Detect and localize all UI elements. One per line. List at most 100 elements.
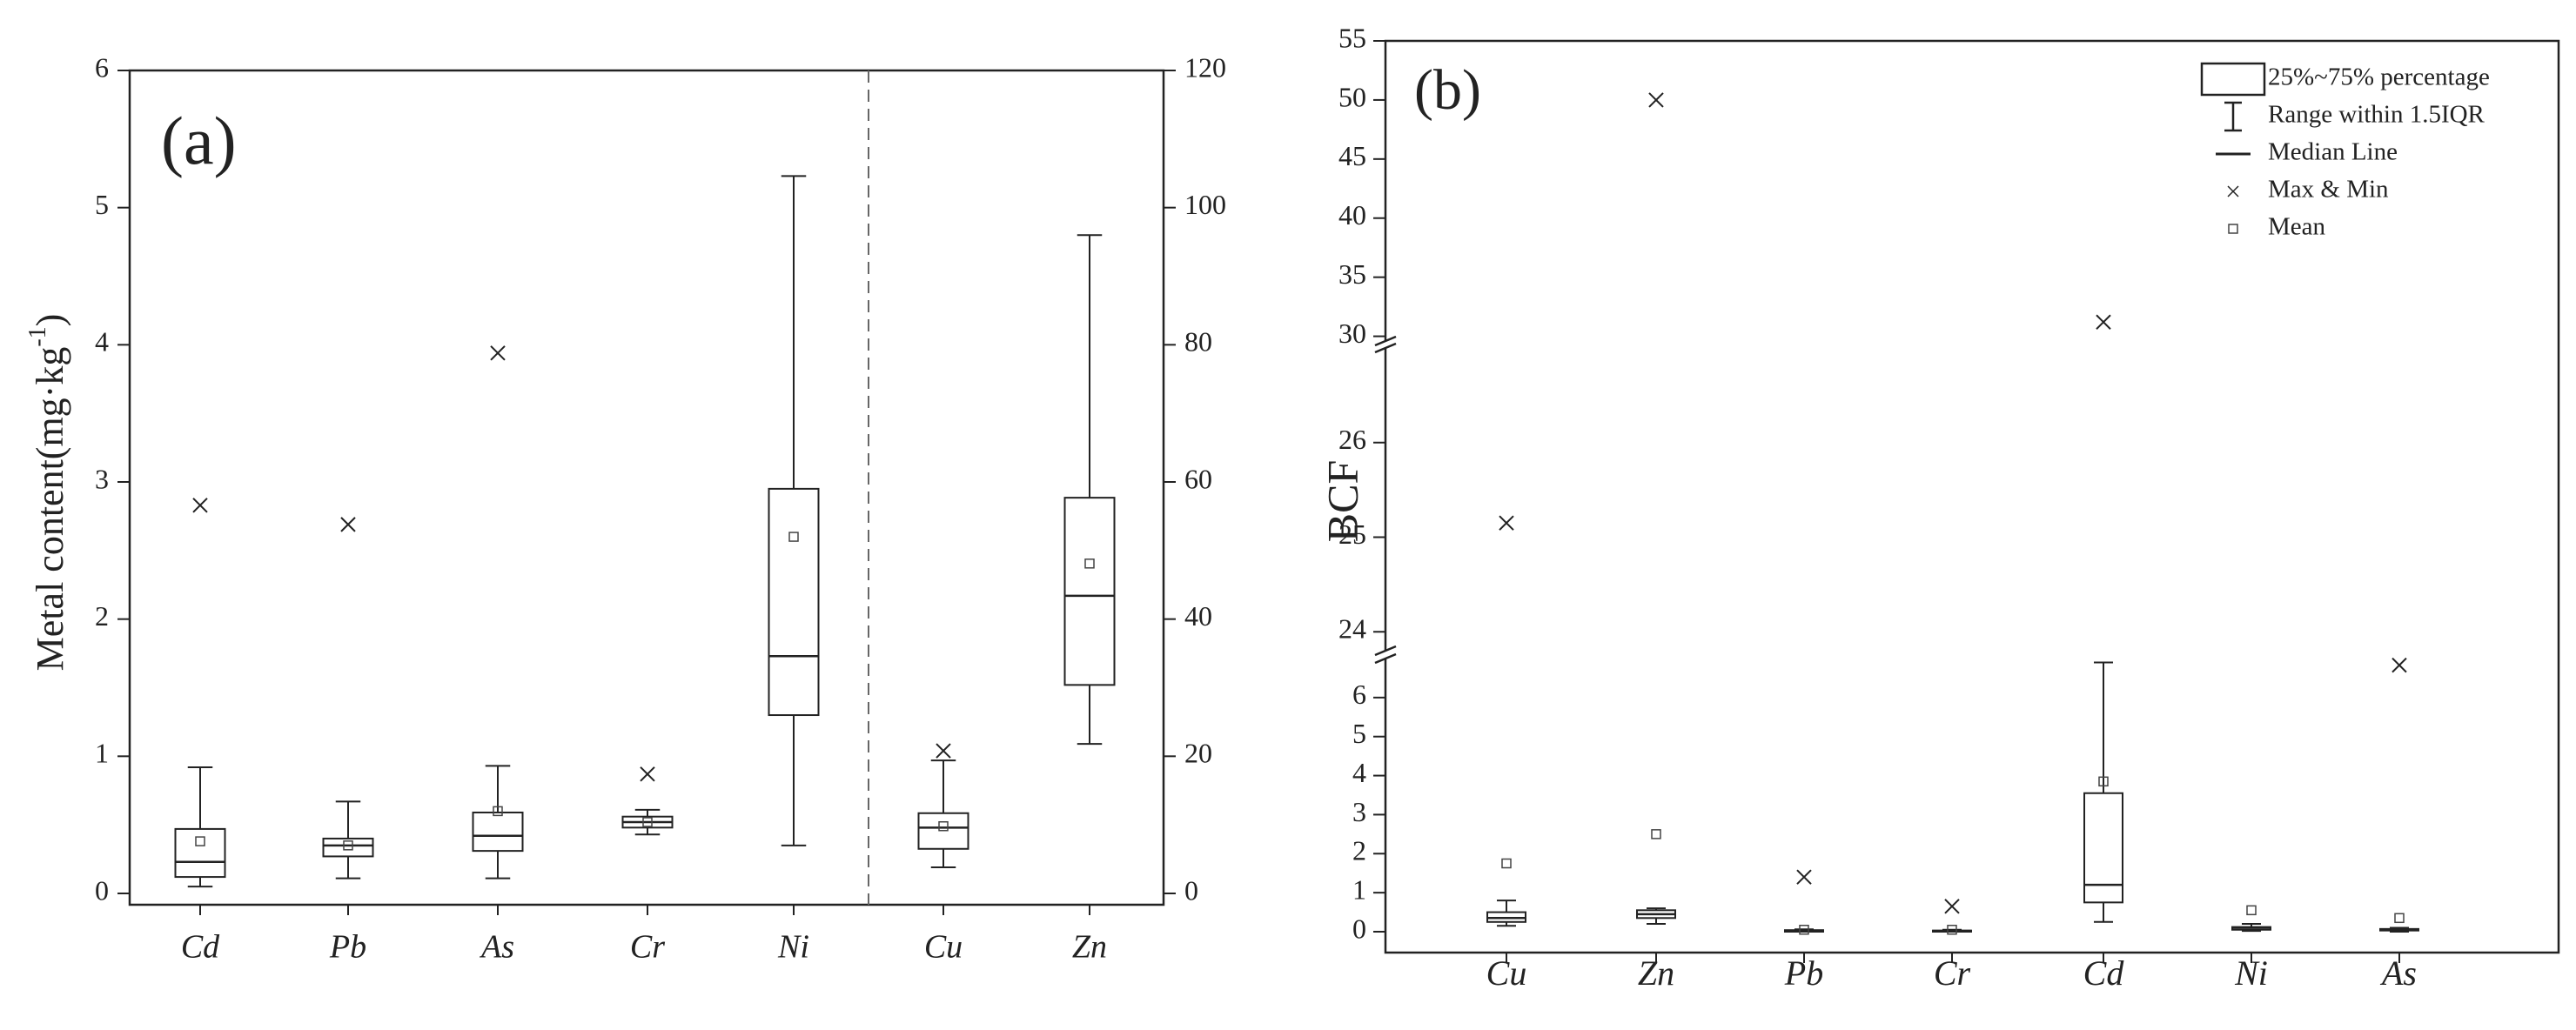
legend-symbol [2228,224,2238,234]
max-min-marker [1499,515,1514,531]
x-tick-label: Pb [1784,953,1823,993]
box [2083,792,2123,904]
y-tick-label: 2 [1352,835,1366,866]
mean-marker [938,820,949,832]
mean-marker [2246,905,2257,916]
plot-frame [128,69,1165,906]
axis-break-gap [1375,341,1396,348]
y-tick-label: 30 [1338,318,1366,349]
panel-label: (a) [161,103,237,178]
marker-stroke [1944,899,1960,914]
y2-tick-label: 60 [1184,463,1212,494]
axis-break [1374,652,1397,665]
x-tick-label: As [479,929,514,966]
x-tick-label: Pb [329,929,366,966]
mean-marker [2098,776,2109,787]
legend-label: Median Line [2268,138,2398,166]
x-tick-label: Cd [2083,953,2125,993]
y-tick-label: 3 [1352,796,1366,827]
x-tick-label: Cr [1934,953,1971,993]
mean-marker [788,532,799,542]
y-tick-label: 6 [1352,679,1366,710]
y-label-end: ) [29,314,71,327]
x-tick-label: Cu [924,929,963,966]
x-tick-label: Ni [777,929,809,966]
y-tick-label: 5 [1352,718,1366,749]
plot-frame [1384,39,2560,954]
legend-label: Mean [2268,213,2326,241]
y-tick-label: 40 [1338,199,1366,231]
mean-marker [2394,913,2405,924]
max-min-marker [2096,314,2111,330]
y-label-text: Metal content(mg·kg [29,347,71,672]
y-tick-label: 50 [1338,81,1366,112]
marker-stroke [2096,314,2111,330]
mean-marker [343,840,353,851]
max-min-marker [1648,92,1664,108]
y-tick-label: 1 [95,738,109,769]
x-tick-label: Cd [181,929,220,966]
marker-stroke [1499,515,1514,531]
max-min-marker [2392,657,2407,673]
y2-tick-label: 120 [1184,51,1226,83]
y-tick-label: 5 [95,189,109,220]
mean-marker [1799,925,1809,935]
mean-marker [1501,858,1512,869]
legend-label: Range within 1.5IQR [2268,101,2485,129]
y-tick-label: 0 [1352,913,1366,944]
mean-marker [195,836,205,846]
marker-stroke [1648,92,1664,108]
marker-stroke [1796,869,1812,885]
marker-stroke [640,766,655,782]
mean-marker [1084,558,1095,569]
legend-label: 25%~75% percentage [2268,64,2490,91]
mean-marker [1947,925,1957,935]
axis-break [1374,342,1397,354]
box [768,487,820,717]
y-tick-label: 24 [1338,613,1366,645]
y-label-sup: -1 [24,326,51,346]
y-tick-label: 55 [1338,22,1366,53]
x-tick-label: Cu [1486,953,1527,993]
legend-symbol [2227,185,2239,197]
y2-tick-label: 80 [1184,326,1212,358]
marker-stroke [340,517,356,532]
y2-tick-label: 40 [1184,600,1212,632]
mean-marker [642,817,653,827]
y-tick-label: 25 [1338,518,1366,550]
y-tick-label: 1 [1352,873,1366,905]
max-min-marker [490,345,506,361]
legend-label: Max & Min [2268,176,2389,204]
axis-break [1374,645,1397,657]
mean-marker [493,806,503,817]
x-tick-label: Cr [630,929,665,966]
y-tick-label: 4 [95,326,109,358]
box [472,811,524,853]
box [174,827,226,879]
axis-break-gap [1375,651,1396,659]
max-min-marker [340,517,356,532]
max-min-marker [1796,869,1812,885]
max-min-marker [640,766,655,782]
y-tick-label: 45 [1338,140,1366,171]
x-tick-label: Zn [1072,929,1107,966]
y-tick-label: 26 [1338,424,1366,455]
legend-symbol [2200,62,2266,97]
y-axis-label: BCF [1318,460,1366,543]
box [1063,497,1116,686]
x-tick-label: As [2379,953,2417,993]
y-tick-label: 6 [95,51,109,83]
mean-marker [1651,829,1661,839]
y2-tick-label: 0 [1184,874,1198,906]
max-min-marker [1944,899,1960,914]
max-min-marker [936,743,951,759]
y-axis-label: Metal content(mg·kg-1) [24,314,71,672]
marker-stroke [490,345,506,361]
y2-tick-label: 100 [1184,189,1226,220]
y-tick-label: 35 [1338,258,1366,290]
marker-stroke [936,743,951,759]
marker-stroke [192,498,208,513]
axis-break [1374,335,1397,347]
y-tick-label: 3 [95,463,109,494]
